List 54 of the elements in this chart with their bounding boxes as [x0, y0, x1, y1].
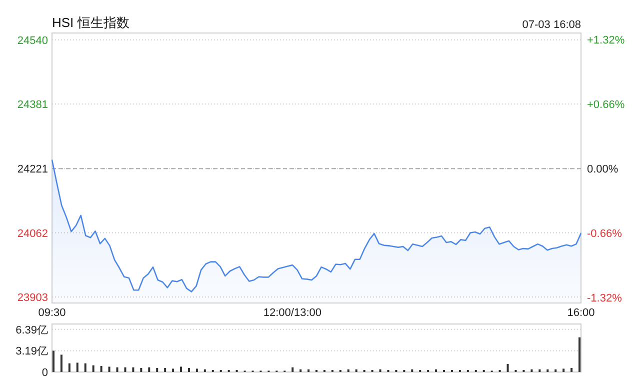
bar — [355, 369, 358, 372]
bar — [60, 354, 62, 372]
y-tick-label: 6.39亿 — [16, 324, 48, 336]
bar — [554, 369, 557, 372]
y2-tick-label: -0.66% — [587, 228, 622, 240]
bar — [52, 350, 54, 372]
bar — [68, 363, 70, 372]
bar — [164, 368, 166, 372]
bar — [204, 369, 206, 372]
bar — [308, 369, 310, 372]
text: 07-03 16:08 — [522, 19, 581, 31]
y2-tick-label: +0.66% — [587, 99, 625, 112]
y-tick-label: 23903 — [17, 292, 48, 304]
y-tick-label: 24540 — [17, 34, 48, 47]
bar — [188, 368, 190, 372]
bar — [108, 366, 110, 372]
bar — [92, 365, 94, 372]
bar — [570, 368, 573, 372]
y-tick-label: 0 — [42, 367, 48, 379]
bar — [538, 369, 541, 372]
bar — [196, 368, 198, 372]
y-tick-label: 24381 — [17, 99, 48, 112]
bar — [100, 366, 102, 372]
bar — [180, 366, 182, 372]
x-tick-label: 16:00 — [567, 307, 595, 319]
x-tick-label: 09:30 — [38, 307, 66, 319]
bar — [435, 369, 438, 372]
y-tick-label: 24062 — [17, 228, 48, 240]
bar — [140, 368, 142, 372]
y2-tick-label: -1.32% — [587, 292, 622, 305]
bar — [156, 368, 158, 372]
chart-title: HSI 恒生指数 — [52, 15, 130, 30]
x-tick-label: 12:00/13:00 — [263, 307, 322, 319]
bar — [546, 369, 549, 372]
y2-tick-label: +1.32% — [587, 34, 625, 47]
bar — [172, 368, 174, 372]
bar — [292, 367, 294, 372]
bar — [562, 368, 565, 372]
y-tick-label: 3.19亿 — [16, 346, 48, 358]
bar — [506, 364, 509, 372]
bar — [84, 363, 86, 372]
bar — [379, 369, 382, 372]
bar — [530, 369, 533, 372]
bar — [116, 367, 118, 372]
y2-tick-label: 0.00% — [587, 164, 618, 176]
bar — [411, 369, 414, 372]
bar — [76, 362, 78, 372]
bar — [300, 369, 302, 372]
bar — [347, 369, 350, 372]
bar — [148, 367, 150, 372]
bar — [124, 367, 126, 372]
bar — [578, 337, 580, 372]
y-tick-label: 24221 — [17, 164, 48, 176]
bar — [132, 367, 134, 372]
